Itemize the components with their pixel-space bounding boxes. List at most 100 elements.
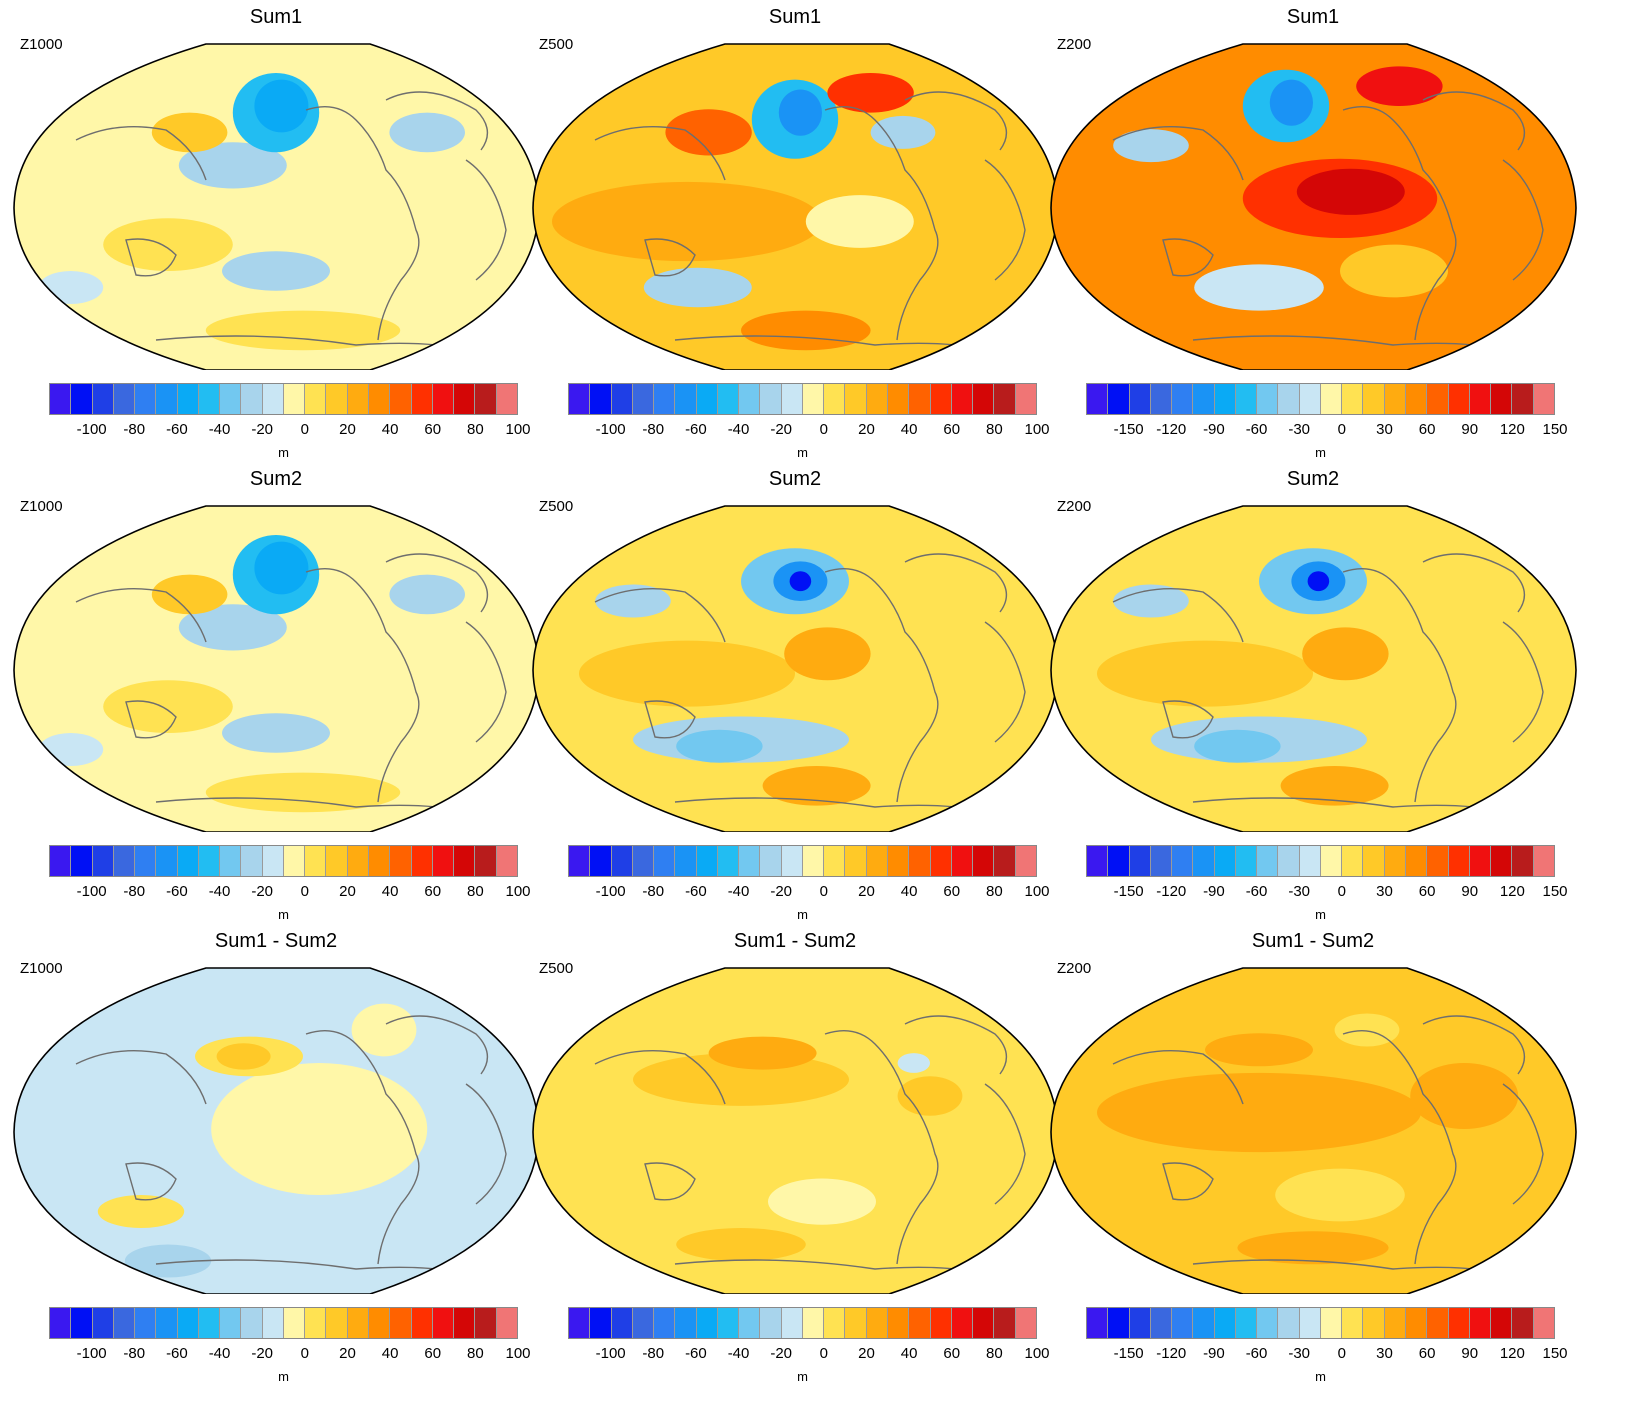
colorbar-tick-label: 30: [1376, 1345, 1393, 1362]
colorbar-tick-label: 0: [300, 883, 309, 900]
anomaly-contour: [805, 195, 914, 248]
anomaly-contour: [205, 310, 401, 351]
colorbar-box: [1087, 1308, 1109, 1338]
colorbar-box: [1384, 384, 1406, 414]
colorbar-box: [1087, 384, 1109, 414]
colorbar-box: [326, 1308, 348, 1338]
colorbar-tick-label: -100: [595, 883, 626, 900]
colorbar-tick-label: -30: [1288, 1345, 1311, 1362]
colorbar-box: [654, 1308, 676, 1338]
colorbar-box: [305, 1308, 327, 1338]
colorbar-tick-label: 40: [381, 883, 399, 900]
colorbar-tick-label: -100: [76, 421, 107, 438]
colorbar-tick-label: -90: [1203, 1345, 1225, 1362]
anomaly-contour: [216, 1043, 271, 1070]
colorbar-box: [1214, 384, 1236, 414]
colorbar-box: [156, 384, 178, 414]
anomaly-contour: [1296, 168, 1405, 215]
coastline: [1112, 126, 1244, 181]
anomaly-contour: [778, 89, 822, 136]
colorbar-box: [781, 1308, 803, 1338]
colorbar-tick-label: 150: [1542, 421, 1568, 438]
anomaly-contour: [579, 640, 795, 707]
colorbar-box: [390, 1308, 412, 1338]
coastline: [125, 1162, 177, 1201]
colorbar-box: [390, 384, 412, 414]
anomaly-contour: [897, 1076, 963, 1116]
colorbar-tick-label: -60: [685, 1345, 707, 1362]
colorbar-box: [1129, 1308, 1151, 1338]
map-border: [1050, 505, 1577, 832]
colorbar-unit: m: [797, 907, 808, 922]
colorbar-box: [654, 846, 676, 876]
anomaly-contour: [633, 1053, 849, 1106]
anomaly-map: [1050, 967, 1577, 1294]
coastline: [594, 1050, 726, 1105]
coastline: [1112, 588, 1244, 643]
coastline: [125, 700, 177, 739]
colorbar-box: [1384, 1308, 1406, 1338]
colorbar-box: [717, 384, 740, 414]
colorbar-box: [1363, 846, 1385, 876]
colorbar-tick-label: 100: [1024, 1345, 1050, 1362]
colorbar-box: [973, 384, 995, 414]
colorbar-box: [220, 384, 242, 414]
colorbar-tick-label: -40: [208, 883, 231, 900]
pressure-level-label: Z200: [1057, 498, 1092, 515]
colorbar-box: [411, 846, 433, 876]
colorbar-tick-label: 80: [986, 883, 1003, 900]
colorbar-box: [909, 384, 931, 414]
colorbar-box: [71, 1308, 93, 1338]
colorbar: [1086, 383, 1555, 415]
colorbar-box: [262, 846, 284, 876]
colorbar-ticks: -150 -120 -90 -60 -30 0 30 60 90 120 150: [1086, 421, 1568, 439]
colorbar-box: [220, 846, 242, 876]
colorbar-box: [1491, 846, 1513, 876]
colorbar-box: [241, 846, 263, 876]
colorbar-box: [930, 1308, 952, 1338]
colorbar-box: [696, 1308, 718, 1338]
colorbar-box: [590, 384, 612, 414]
colorbar-box: [1193, 384, 1215, 414]
colorbar-box: [973, 846, 995, 876]
map-border: [532, 967, 1059, 1294]
colorbar-box: [1469, 846, 1492, 876]
colorbar-box: [611, 1308, 633, 1338]
colorbar-box: [781, 846, 803, 876]
panel-title: Sum1 - Sum2: [1251, 930, 1375, 952]
colorbar-tick-label: -30: [1288, 421, 1311, 438]
colorbar-box: [994, 384, 1016, 414]
colorbar-box: [368, 384, 391, 414]
colorbar-box: [654, 384, 676, 414]
colorbar-box: [1512, 1308, 1534, 1338]
coastline: [904, 1015, 1008, 1075]
coastline: [125, 238, 177, 277]
colorbar-ticks: -100 -80 -60 -40 -20 0 20 40 60 80 100: [49, 1345, 531, 1363]
colorbar-box: [496, 384, 517, 414]
colorbar-box: [887, 1308, 910, 1338]
pressure-level-label: Z1000: [20, 960, 63, 977]
colorbar-box: [1278, 1308, 1300, 1338]
anomaly-contour: [1194, 264, 1324, 311]
colorbar-box: [432, 1308, 455, 1338]
colorbar-tick-label: -40: [727, 883, 750, 900]
colorbar-tick-label: -60: [1245, 1345, 1268, 1362]
colorbar-tick-label: -150: [1113, 421, 1144, 438]
colorbar-box: [156, 1308, 178, 1338]
anomaly-contour: [1275, 1168, 1405, 1222]
colorbar-tick-label: 80: [467, 883, 484, 900]
colorbar-tick-label: 0: [300, 421, 309, 438]
colorbar-tick-label: 120: [1499, 1345, 1525, 1362]
anomaly-contour: [789, 571, 812, 592]
colorbar: [49, 845, 518, 877]
anomaly-map: [1050, 43, 1577, 370]
anomaly-contour: [254, 79, 309, 133]
colorbar-tick-label: -40: [727, 1345, 750, 1362]
coastline: [824, 1030, 939, 1265]
map-border: [13, 505, 540, 832]
colorbar-box: [368, 1308, 391, 1338]
coastline: [1342, 106, 1457, 341]
colorbar-tick-label: 20: [339, 1345, 356, 1362]
anomaly-contour: [205, 772, 401, 813]
colorbar-tick-label: 60: [424, 1345, 442, 1362]
